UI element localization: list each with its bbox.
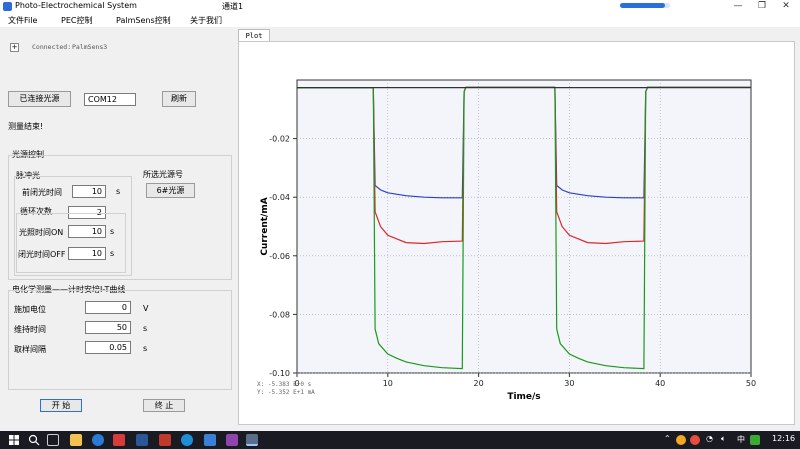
folder-icon[interactable]	[70, 434, 82, 446]
clock: 12:16	[772, 434, 796, 443]
ie-icon[interactable]	[92, 434, 104, 446]
x-axis-label: Time/s	[507, 392, 540, 402]
potential-label: 施加电位	[14, 305, 46, 314]
connected-device: PalmSens3	[72, 43, 108, 51]
edge-icon[interactable]	[181, 434, 193, 446]
window-subtitle: 通道1	[222, 2, 244, 11]
y-tick-label: -0.08	[269, 310, 290, 319]
off-time-unit: s	[110, 249, 115, 258]
y-tick-label: -0.10	[269, 369, 290, 378]
menu-about[interactable]: 关于我们	[190, 16, 222, 25]
search-icon[interactable]	[28, 434, 40, 446]
connected-label: Connected:	[32, 43, 72, 51]
off-time-label: 闭光时间OFF	[18, 250, 66, 259]
app-purple-icon[interactable]	[226, 434, 238, 446]
interval-label: 取样间隔	[14, 345, 46, 354]
network-icon[interactable]: ◔	[706, 434, 713, 443]
x-tick-label: 40	[655, 379, 665, 388]
menu-bar: 文件File PEC控制 PalmSens控制 关于我们	[0, 13, 800, 27]
taskbar: ⌃ ◔ 🔈︎ 中 12:16	[0, 431, 800, 449]
y-tick-label: -0.04	[269, 193, 290, 202]
pre-off-input[interactable]: 10	[72, 185, 106, 198]
port-input[interactable]: COM12	[84, 93, 136, 106]
readout-y: Y: -5.352 E+1 mA	[257, 389, 315, 396]
cycles-input[interactable]: 2	[68, 206, 106, 219]
echem-group	[8, 290, 232, 390]
refresh-button[interactable]: 刷新	[162, 91, 196, 107]
tray-chevron-icon[interactable]: ⌃	[664, 434, 671, 443]
start-button[interactable]: 开 始	[40, 399, 82, 412]
title-progress-fill	[620, 3, 665, 8]
cycle-group	[16, 213, 126, 273]
chart-svg: 0 10 20 30 40 50 -0.02 -0.04 -0.06 -0.08 -0.10 Time…	[260, 79, 756, 402]
task-view-icon[interactable]	[47, 434, 59, 446]
pre-off-label: 前闭光时间	[22, 188, 62, 197]
visual-studio-icon[interactable]	[204, 434, 216, 446]
tray-app-icon[interactable]	[676, 435, 686, 445]
potential-input[interactable]: 0	[85, 301, 131, 314]
hold-time-unit: s	[143, 324, 148, 333]
tab-plot[interactable]: Plot	[238, 29, 270, 42]
menu-file[interactable]: 文件File	[8, 16, 38, 25]
menu-palmsens-control[interactable]: PalmSens控制	[116, 16, 171, 25]
stop-button[interactable]: 终 止	[143, 399, 185, 412]
status-text: 测量结束!	[8, 122, 44, 131]
app-word-icon[interactable]	[136, 434, 148, 446]
selected-source-button[interactable]: 6#光源	[146, 183, 195, 198]
plot-background	[296, 79, 752, 374]
connect-light-source-button[interactable]: 已连接光源	[8, 91, 71, 107]
title-progress-bar	[620, 3, 670, 8]
light-control-group	[8, 155, 232, 280]
tray-s-icon[interactable]	[750, 435, 760, 445]
plot-panel: 0 10 20 30 40 50 -0.02 -0.04 -0.06 -0.08 -0.10 Time…	[238, 41, 795, 425]
window-title: Photo-Electrochemical System	[15, 1, 137, 10]
on-time-label: 光照时间ON	[19, 228, 64, 237]
minimize-button[interactable]: —	[733, 1, 743, 11]
pulse-title: 脉冲光	[16, 171, 40, 180]
x-tick-label: 0	[294, 379, 299, 388]
cycles-label: 循环次数	[20, 207, 52, 216]
selected-source-label: 所选光源号	[143, 170, 183, 179]
interval-unit: s	[143, 344, 148, 353]
echem-title: 电化学测量——计时安培I-T曲线	[12, 285, 126, 294]
menu-pec-control[interactable]: PEC控制	[61, 16, 93, 25]
hold-time-input[interactable]: 50	[85, 321, 131, 334]
title-bar: Photo-Electrochemical System 通道1 — ❐ ✕	[0, 0, 800, 13]
app-red-icon[interactable]	[113, 434, 125, 446]
off-time-input[interactable]: 10	[68, 247, 106, 260]
app-cad-icon[interactable]	[159, 434, 171, 446]
maximize-button[interactable]: ❐	[757, 1, 767, 11]
pre-off-unit: s	[116, 187, 121, 196]
on-time-unit: s	[110, 227, 115, 236]
volume-icon[interactable]: 🔈︎	[721, 434, 726, 443]
potential-unit: V	[143, 304, 149, 313]
pulse-group	[14, 176, 132, 276]
hold-time-label: 维持时间	[14, 325, 46, 334]
y-axis-label: Current/mA	[260, 197, 270, 255]
readout-x: X: -5.383 E+0 s	[257, 381, 312, 388]
ime-icon[interactable]: 中	[737, 435, 745, 444]
x-tick-label: 20	[474, 379, 484, 388]
close-button[interactable]: ✕	[782, 1, 790, 11]
x-tick-label: 30	[564, 379, 574, 388]
y-tick-label: -0.06	[269, 252, 290, 261]
interval-input[interactable]: 0.05	[85, 341, 131, 354]
light-control-title: 光源控制	[12, 150, 44, 159]
tray-app2-icon[interactable]	[690, 435, 700, 445]
expand-toggle[interactable]: +	[10, 43, 19, 52]
x-tick-label: 50	[746, 379, 756, 388]
y-tick-label: -0.02	[269, 135, 290, 144]
x-tick-label: 10	[383, 379, 393, 388]
app-active-icon[interactable]	[246, 434, 258, 446]
on-time-input[interactable]: 10	[68, 225, 106, 238]
windows-start-icon[interactable]	[8, 434, 20, 446]
app-icon	[3, 2, 12, 11]
